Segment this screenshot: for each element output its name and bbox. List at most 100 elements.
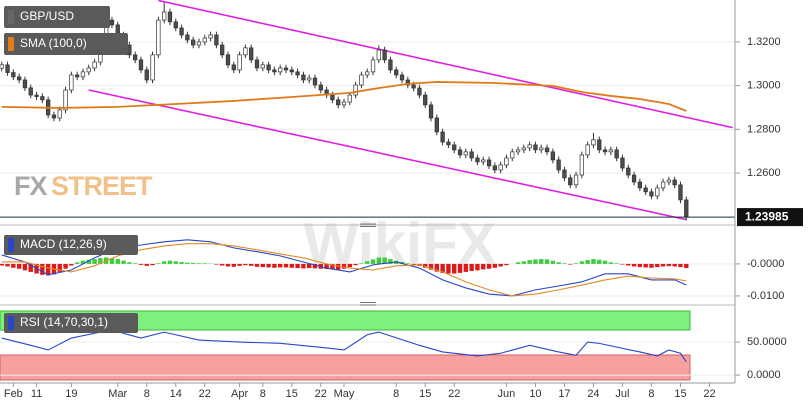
candle-body	[521, 147, 526, 151]
x-tick-label: Jun	[498, 388, 516, 400]
macd-line	[1, 243, 687, 297]
candle-body	[591, 139, 596, 146]
histogram-bar	[190, 262, 196, 264]
histogram-bar	[109, 258, 115, 264]
histogram-bar	[156, 263, 161, 264]
legend-box	[4, 6, 110, 28]
candle-body	[452, 144, 457, 151]
x-tick-label: 15	[674, 388, 686, 400]
x-tick-label: 15	[419, 388, 431, 400]
candle-body	[51, 114, 57, 119]
histogram-bar	[608, 262, 614, 264]
histogram-bar	[92, 259, 97, 264]
legend-label: RSI (14,70,30,1)	[20, 315, 108, 329]
legend-label: GBP/USD	[20, 9, 74, 23]
histogram-bar	[28, 263, 33, 272]
histogram-bar	[312, 263, 318, 269]
x-tick-label: 8	[144, 388, 150, 400]
candle-body	[457, 149, 463, 156]
x-tick-label: Feb	[4, 388, 23, 400]
histogram-bar	[463, 263, 469, 272]
histogram-bar	[45, 263, 51, 276]
histogram-bar	[277, 263, 283, 268]
histogram-bar	[405, 263, 411, 264]
candle-body	[469, 151, 474, 159]
histogram-bar	[573, 263, 579, 264]
candle-body	[347, 94, 352, 103]
histogram-bar	[614, 263, 619, 264]
legend-swatch	[8, 37, 14, 51]
legend-box	[4, 313, 138, 333]
histogram-bar	[359, 263, 364, 264]
histogram-bar	[237, 263, 242, 266]
histogram-bar	[69, 263, 74, 266]
candle-body	[307, 77, 312, 81]
histogram-bar	[411, 263, 416, 265]
candle-body	[289, 69, 294, 73]
candle-body	[5, 64, 10, 73]
candle-body	[11, 72, 16, 78]
histogram-bar	[121, 260, 126, 264]
histogram-bar	[144, 263, 149, 266]
histogram-bar	[80, 260, 86, 264]
candle-body	[678, 184, 683, 201]
candle-body	[336, 99, 341, 106]
candle-body	[411, 84, 416, 89]
trend-line	[88, 89, 687, 221]
candle-body	[109, 19, 115, 26]
candle-body	[388, 59, 393, 71]
x-tick-label: 11	[31, 388, 42, 400]
histogram-bar	[382, 257, 387, 264]
legend-swatch	[8, 238, 14, 252]
histogram-bar	[5, 263, 10, 267]
histogram-bar	[115, 259, 120, 264]
x-tick-label: 19	[65, 388, 77, 400]
histogram-bar	[388, 259, 393, 264]
histogram-bar	[301, 263, 306, 269]
candle-body	[602, 149, 608, 153]
candle-body	[434, 117, 439, 133]
last-price-label: 1.23985	[745, 209, 789, 223]
candle-body	[597, 139, 602, 151]
histogram-bar	[132, 263, 138, 264]
oversold-band	[0, 354, 691, 381]
histogram-bar	[202, 263, 207, 264]
histogram-bar	[602, 260, 608, 264]
histogram-bar	[289, 263, 294, 268]
histogram-bar	[498, 263, 503, 267]
histogram-bar	[0, 263, 4, 266]
candle-body	[660, 181, 666, 189]
histogram-bar	[266, 263, 271, 268]
trend-line	[158, 0, 733, 129]
candle-body	[527, 144, 532, 149]
y-tick-label: 50.0000	[747, 336, 787, 348]
candle-body	[666, 179, 672, 183]
histogram-bar	[434, 263, 440, 272]
legend-box	[4, 33, 128, 55]
histogram-bar	[585, 260, 590, 264]
histogram-bar	[672, 263, 677, 267]
candle-body	[614, 149, 619, 159]
candle-body	[22, 79, 28, 89]
candle-body	[649, 191, 654, 197]
histogram-bar	[655, 263, 660, 268]
candle-body	[272, 69, 277, 73]
candle-body	[191, 39, 196, 46]
histogram-bar	[504, 263, 509, 266]
candle-body	[370, 59, 376, 73]
histogram-bar	[98, 258, 103, 264]
candle-body	[562, 169, 567, 179]
candle-body	[249, 47, 254, 61]
candle-body	[28, 87, 33, 96]
x-tick-label: May	[334, 388, 355, 400]
histogram-bar	[428, 263, 434, 270]
histogram-bar	[631, 263, 637, 267]
candle-body	[69, 74, 74, 91]
histogram-bar	[231, 263, 236, 267]
x-tick-label: 22	[448, 388, 460, 400]
histogram-bar	[196, 263, 202, 264]
x-tick-label: 24	[587, 388, 599, 400]
candle-body	[626, 167, 631, 176]
histogram-bar	[544, 259, 550, 264]
